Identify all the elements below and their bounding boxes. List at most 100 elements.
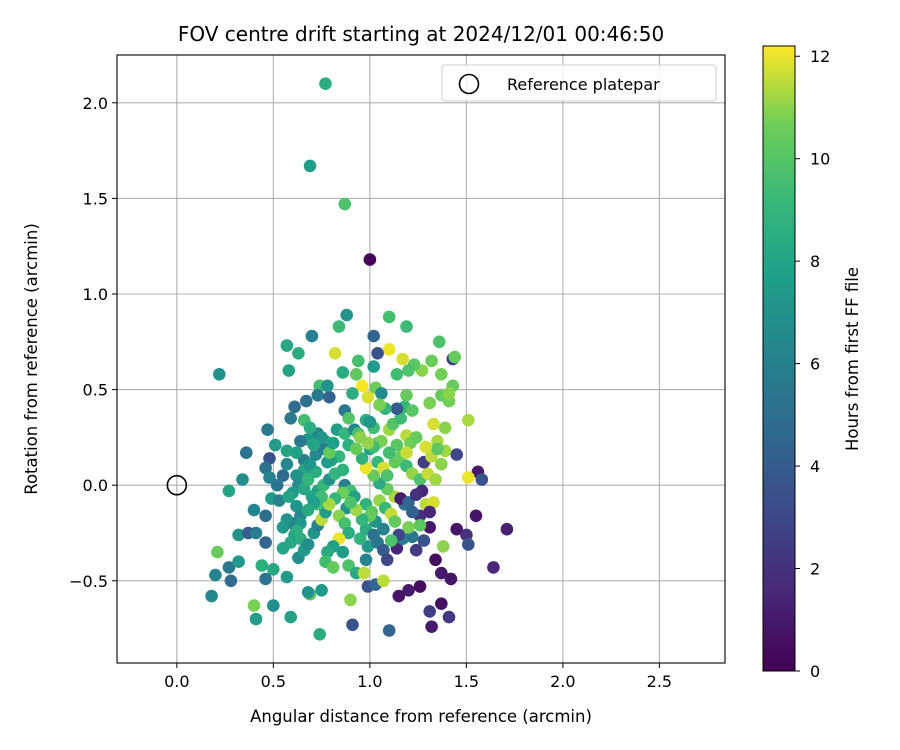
data-point bbox=[460, 528, 473, 542]
x-tick-label: 0.0 bbox=[164, 672, 189, 691]
data-point bbox=[400, 320, 413, 333]
data-point bbox=[353, 532, 367, 545]
data-point bbox=[500, 522, 514, 536]
data-point bbox=[259, 572, 272, 586]
y-tick-label: 2.0 bbox=[83, 94, 108, 113]
data-point bbox=[413, 519, 427, 532]
data-point bbox=[305, 329, 319, 343]
data-point bbox=[394, 412, 408, 425]
data-point bbox=[377, 543, 390, 557]
data-point bbox=[249, 612, 263, 626]
data-point bbox=[359, 553, 373, 567]
x-tick-label: 1.5 bbox=[454, 672, 479, 691]
data-point bbox=[290, 524, 303, 538]
data-point bbox=[328, 347, 342, 360]
y-tick-label: −0.5 bbox=[69, 572, 108, 591]
legend-box bbox=[441, 64, 717, 102]
data-point bbox=[427, 417, 440, 431]
data-point bbox=[382, 343, 396, 356]
x-tick-label: 0.5 bbox=[261, 672, 286, 691]
data-point bbox=[303, 421, 317, 435]
data-point bbox=[402, 364, 415, 377]
data-point bbox=[263, 452, 276, 465]
data-point bbox=[240, 446, 253, 460]
data-point bbox=[371, 347, 384, 360]
data-point bbox=[280, 444, 294, 458]
data-point bbox=[236, 473, 249, 486]
data-point bbox=[431, 442, 444, 456]
data-point bbox=[423, 505, 437, 519]
data-point bbox=[297, 482, 311, 496]
data-point bbox=[402, 584, 415, 597]
data-point bbox=[423, 396, 437, 410]
data-point bbox=[267, 599, 280, 612]
data-point bbox=[400, 446, 413, 460]
data-point bbox=[280, 570, 294, 584]
data-point bbox=[462, 471, 475, 484]
data-point bbox=[311, 389, 325, 402]
colorbar: 0 2 4 6 8 10 12 Hours from first FF file bbox=[762, 45, 862, 681]
data-point bbox=[361, 540, 375, 553]
data-point bbox=[344, 496, 357, 509]
data-point bbox=[290, 469, 303, 482]
data-point bbox=[209, 568, 222, 582]
data-point bbox=[450, 448, 464, 461]
data-point bbox=[290, 446, 303, 460]
data-point bbox=[435, 457, 448, 471]
data-point bbox=[462, 538, 475, 551]
data-point bbox=[272, 494, 286, 507]
data-point bbox=[247, 599, 261, 612]
data-point bbox=[319, 77, 332, 90]
data-point bbox=[367, 360, 381, 373]
data-point bbox=[270, 478, 284, 492]
data-point bbox=[315, 431, 328, 444]
data-point bbox=[323, 446, 336, 460]
colorbar-tick-label: 4 bbox=[810, 457, 820, 476]
data-point bbox=[406, 404, 419, 417]
x-axis-title: Angular distance from reference (arcmin) bbox=[250, 707, 592, 726]
data-point bbox=[290, 499, 303, 513]
data-point bbox=[363, 253, 377, 266]
data-point bbox=[350, 442, 363, 456]
colorbar-tick-label: 0 bbox=[810, 662, 820, 681]
data-point bbox=[222, 561, 236, 574]
chart-title: FOV centre drift starting at 2024/12/01 … bbox=[178, 22, 664, 46]
y-tick-label: 1.0 bbox=[83, 285, 108, 304]
data-point bbox=[382, 624, 396, 637]
data-point bbox=[323, 390, 336, 404]
data-point bbox=[438, 421, 452, 435]
data-point bbox=[417, 534, 431, 547]
data-point bbox=[301, 586, 315, 599]
data-point bbox=[413, 580, 427, 593]
data-point bbox=[321, 379, 334, 393]
data-point bbox=[338, 197, 352, 211]
colorbar-tick-label: 6 bbox=[810, 355, 820, 374]
data-point bbox=[388, 515, 402, 528]
data-point bbox=[292, 347, 305, 360]
reference-marker bbox=[166, 474, 188, 496]
data-point bbox=[282, 490, 296, 504]
data-point bbox=[222, 484, 236, 498]
data-point bbox=[427, 496, 440, 509]
data-point bbox=[346, 387, 359, 400]
data-point bbox=[294, 434, 307, 448]
data-point bbox=[344, 593, 357, 607]
data-point bbox=[423, 521, 437, 534]
data-point bbox=[425, 620, 438, 633]
data-point bbox=[284, 412, 298, 425]
data-point bbox=[435, 566, 448, 580]
data-point bbox=[276, 521, 290, 534]
data-point bbox=[355, 379, 369, 393]
data-point bbox=[373, 398, 386, 412]
data-point bbox=[462, 413, 475, 427]
y-axis-title: Rotation from reference (arcmin) bbox=[22, 223, 41, 495]
colorbar-tick-label: 12 bbox=[810, 47, 830, 66]
y-axis: −0.5 0.0 0.5 1.0 1.5 2.0 bbox=[69, 94, 117, 591]
data-point bbox=[425, 354, 438, 368]
data-point bbox=[338, 517, 352, 530]
data-point bbox=[361, 390, 375, 404]
data-point bbox=[307, 438, 321, 452]
data-point bbox=[280, 339, 294, 352]
data-point bbox=[377, 574, 390, 588]
data-points bbox=[205, 77, 514, 641]
